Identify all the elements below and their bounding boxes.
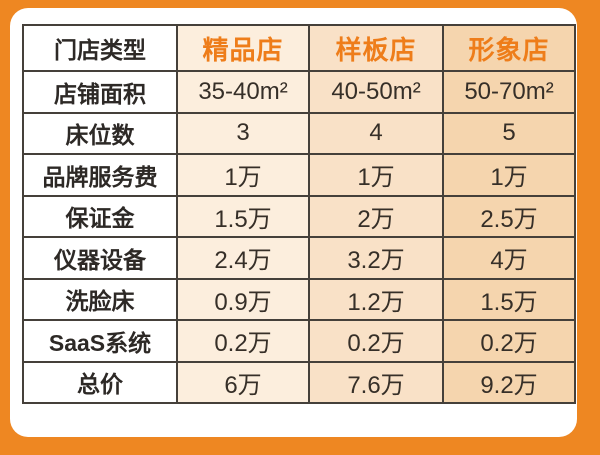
value-cell: 4 xyxy=(308,111,444,155)
table-row: 品牌服务费 1万 1万 1万 xyxy=(22,153,576,197)
value-cell: 7.6万 xyxy=(308,360,444,404)
table-card: 门店类型 精品店 样板店 形象店 店铺面积 35-40m² 40-50m² 50-70… xyxy=(10,8,577,437)
value-cell: 2.5万 xyxy=(442,194,576,238)
value-cell: 5 xyxy=(442,111,576,155)
row-label: 店铺面积 xyxy=(22,70,178,114)
value-cell: 2.4万 xyxy=(176,236,310,280)
row-label: 品牌服务费 xyxy=(22,153,178,197)
value-cell: 6万 xyxy=(176,360,310,404)
value-cell: 1万 xyxy=(176,153,310,197)
column-header-sample-store: 样板店 xyxy=(308,24,444,72)
value-cell: 9.2万 xyxy=(442,360,576,404)
value-cell: 35-40m² xyxy=(176,70,310,114)
value-cell: 0.9万 xyxy=(176,277,310,321)
value-cell: 0.2万 xyxy=(308,319,444,363)
value-cell: 0.2万 xyxy=(442,319,576,363)
column-header-boutique-store: 精品店 xyxy=(176,24,310,72)
row-label: SaaS系统 xyxy=(22,319,178,363)
value-cell: 1.5万 xyxy=(176,194,310,238)
table-row: 床位数 3 4 5 xyxy=(22,111,576,155)
row-label: 保证金 xyxy=(22,194,178,238)
row-label: 仪器设备 xyxy=(22,236,178,280)
value-cell: 1.5万 xyxy=(442,277,576,321)
table-row: 仪器设备 2.4万 3.2万 4万 xyxy=(22,236,576,280)
row-label: 床位数 xyxy=(22,111,178,155)
value-cell: 3 xyxy=(176,111,310,155)
value-cell: 0.2万 xyxy=(176,319,310,363)
value-cell: 3.2万 xyxy=(308,236,444,280)
column-header-image-store: 形象店 xyxy=(442,24,576,72)
table-row: 洗脸床 0.9万 1.2万 1.5万 xyxy=(22,277,576,321)
table-header-row: 门店类型 精品店 样板店 形象店 xyxy=(22,24,576,72)
value-cell: 1.2万 xyxy=(308,277,444,321)
value-cell: 2万 xyxy=(308,194,444,238)
table-row: 总价 6万 7.6万 9.2万 xyxy=(22,360,576,404)
store-pricing-table: 门店类型 精品店 样板店 形象店 店铺面积 35-40m² 40-50m² 50-70… xyxy=(22,24,576,404)
table-row: 保证金 1.5万 2万 2.5万 xyxy=(22,194,576,238)
table-row: 店铺面积 35-40m² 40-50m² 50-70m² xyxy=(22,70,576,114)
corner-header-store-type: 门店类型 xyxy=(22,24,178,72)
value-cell: 1万 xyxy=(308,153,444,197)
table-row: SaaS系统 0.2万 0.2万 0.2万 xyxy=(22,319,576,363)
value-cell: 1万 xyxy=(442,153,576,197)
value-cell: 40-50m² xyxy=(308,70,444,114)
value-cell: 4万 xyxy=(442,236,576,280)
row-label: 总价 xyxy=(22,360,178,404)
value-cell: 50-70m² xyxy=(442,70,576,114)
row-label: 洗脸床 xyxy=(22,277,178,321)
